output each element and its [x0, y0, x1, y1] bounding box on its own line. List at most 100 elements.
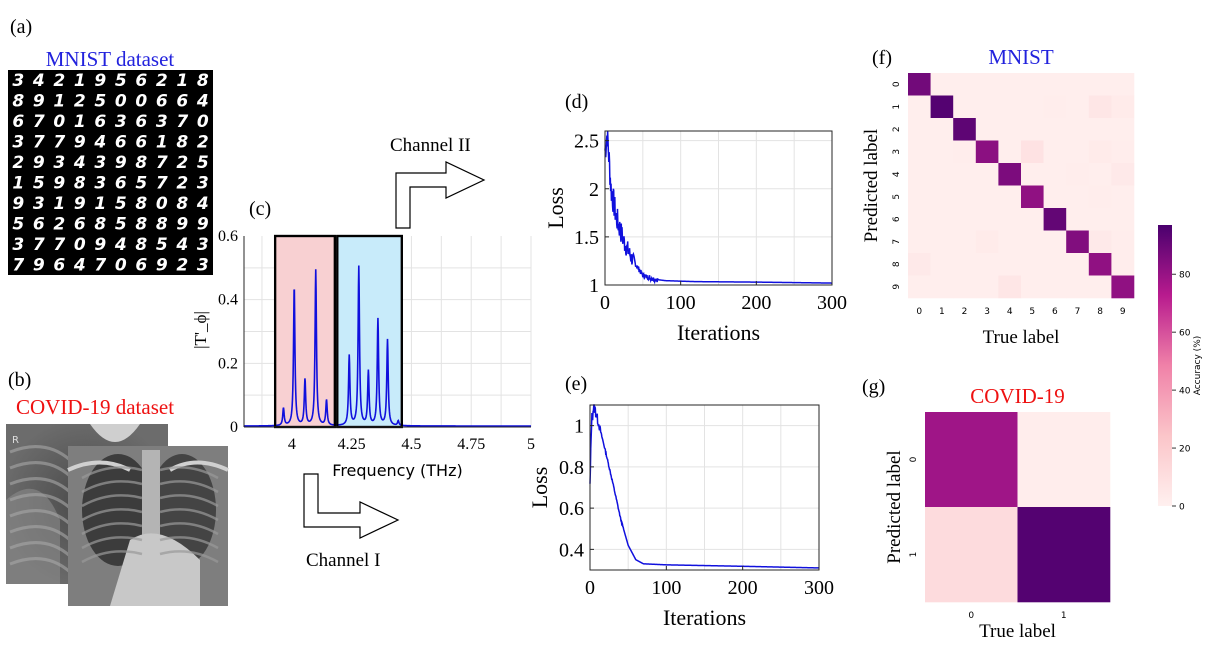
heatmap-cell — [1066, 140, 1090, 164]
x-tick-label: 5 — [527, 436, 535, 453]
rib-line — [159, 494, 219, 508]
mnist-digit: 4 — [175, 235, 188, 255]
heatmap-cell — [1088, 230, 1112, 254]
mnist-digit: 8 — [135, 215, 147, 235]
confusion-covid: 0 1 0 1 COVID-19 True label Predicted label — [884, 384, 1111, 642]
colorbar-label: Accuracy (%) — [1193, 336, 1203, 396]
heatmap-cell — [1111, 253, 1135, 276]
x-tick-label: 0 — [585, 577, 595, 599]
heatmap-cell — [1066, 185, 1090, 209]
heatmap-cell — [1111, 118, 1135, 141]
mnist-digit: 5 — [115, 194, 127, 214]
rib-line — [81, 466, 143, 480]
heatmap-cell — [1017, 412, 1111, 508]
mnist-digit: 6 — [176, 92, 188, 112]
y-tick-label: 1 — [909, 552, 919, 558]
rib-line — [81, 508, 143, 522]
y-tick-label: 0.2 — [218, 355, 238, 372]
mnist-digit: 0 — [115, 92, 127, 112]
heatmap-cell — [930, 185, 954, 209]
heatmap-cell — [953, 275, 977, 299]
mnist-digit: 4 — [93, 133, 106, 153]
mnist-digit: 8 — [135, 153, 147, 173]
heatmap-cell — [1043, 208, 1067, 231]
heatmap-cell — [975, 95, 999, 119]
heatmap-cell — [908, 253, 931, 276]
heatmap-cell — [953, 140, 977, 164]
mnist-digit: 8 — [176, 194, 188, 214]
heatmap-title: MNIST — [988, 45, 1054, 69]
heatmap-cell — [1021, 253, 1044, 276]
heatmap-cell — [1066, 163, 1090, 186]
mnist-grid-background — [8, 70, 213, 275]
heatmap-cell — [930, 230, 954, 254]
mnist-digit: 4 — [114, 235, 127, 255]
mnist-digit: 2 — [53, 215, 65, 235]
heatmap-cell — [1043, 185, 1067, 209]
x-tick-label: 4 — [288, 436, 296, 453]
mnist-digit: 6 — [94, 112, 106, 132]
rib-line — [81, 522, 143, 536]
heatmap-title: COVID-19 — [970, 384, 1065, 408]
heatmap-cell — [953, 73, 977, 96]
y-tick-label: 6 — [892, 216, 902, 222]
heatmap-cell — [1021, 163, 1044, 186]
heatmap-cell — [1066, 253, 1090, 276]
heatmap-cell — [998, 163, 1022, 186]
heatmap-cell — [1043, 140, 1067, 164]
mnist-digit: 6 — [115, 133, 127, 153]
mnist-digit: 7 — [12, 256, 24, 276]
heatmap-cell — [1111, 163, 1135, 186]
mnist-digit: 9 — [74, 194, 86, 214]
mnist-dataset-title: MNIST dataset — [46, 47, 175, 71]
panel-d-label: (d) — [565, 91, 588, 113]
mnist-digit: 1 — [74, 71, 86, 91]
x-tick-label: 0 — [916, 307, 922, 317]
y-tick-label: 1 — [574, 416, 584, 438]
mnist-digit: 3 — [94, 174, 106, 194]
x-axis-label: Iterations — [677, 320, 760, 345]
heatmap-cell — [953, 185, 977, 209]
rib-line — [159, 536, 219, 550]
heatmap-cell — [925, 507, 1018, 603]
heatmap-cell — [953, 95, 977, 119]
mnist-digit: 2 — [74, 92, 86, 112]
mnist-digit: 9 — [53, 174, 65, 194]
heatmap-cell — [1088, 163, 1112, 186]
panel-g-label: (g) — [862, 376, 885, 398]
mnist-digit: 1 — [74, 112, 86, 132]
mnist-digit: 3 — [197, 174, 209, 194]
rib-line — [9, 541, 71, 558]
heatmap-cell — [1043, 253, 1067, 276]
x-tick-label: 0 — [968, 611, 974, 621]
heatmap-cell — [1021, 140, 1044, 164]
mnist-digit: 5 — [33, 174, 45, 194]
panel-g: (g) 0 1 0 1 COVID-19 True label Predicted labe… — [862, 376, 1111, 642]
y-tick-label: 2 — [892, 126, 902, 132]
loss-curve — [604, 130, 832, 285]
colorbar-tick-label: 20 — [1179, 445, 1191, 455]
x-tick-label: 6 — [1052, 307, 1058, 317]
heatmap-cell — [1043, 163, 1067, 186]
y-tick-label: 0 — [892, 81, 902, 87]
mnist-digit: 6 — [33, 215, 45, 235]
heatmap-cell — [998, 230, 1022, 254]
heatmap-cell — [975, 275, 999, 299]
heatmap-cell — [1111, 73, 1135, 96]
panel-a-label: (a) — [10, 16, 32, 38]
mnist-digit: 7 — [94, 256, 106, 276]
mnist-digit: 5 — [115, 71, 127, 91]
xray-marker: R — [12, 435, 19, 446]
x-tick-label: 5 — [1029, 307, 1035, 317]
mnist-digit: 3 — [33, 194, 45, 214]
mnist-digit: 5 — [12, 215, 24, 235]
colorbar-tick-label: 80 — [1179, 271, 1191, 281]
rib-line — [9, 493, 71, 510]
x-tick-label: 200 — [741, 292, 771, 314]
heatmap-cell — [975, 208, 999, 231]
heatmap-cell — [953, 230, 977, 254]
heatmap-cell — [953, 208, 977, 231]
mnist-digit: 0 — [53, 112, 65, 132]
y-axis-label: Loss — [543, 187, 568, 229]
x-tick-label: 8 — [1097, 307, 1103, 317]
